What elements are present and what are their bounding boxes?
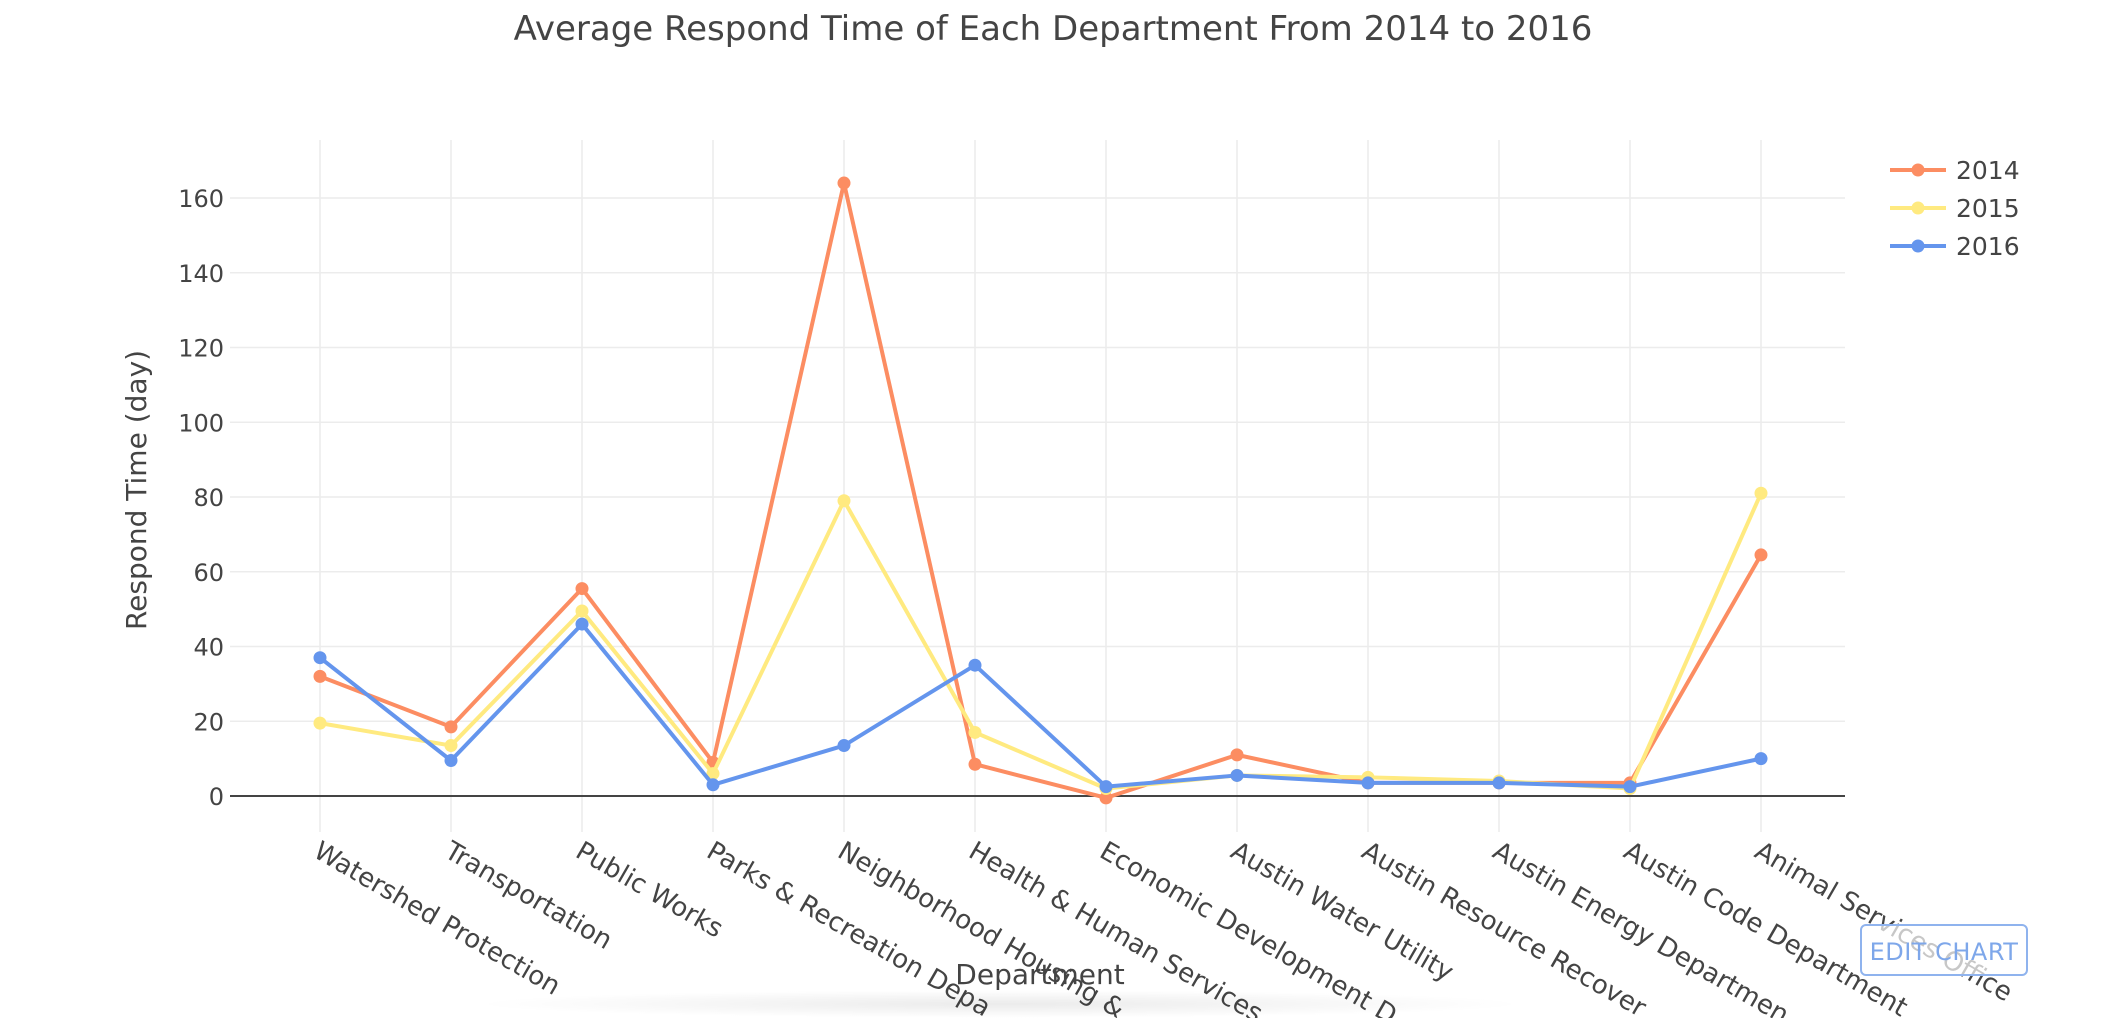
data-point[interactable] — [444, 739, 458, 753]
bottom-shadow — [470, 990, 1530, 1018]
y-tick-label: 120 — [178, 335, 224, 363]
legend-label: 2016 — [1956, 232, 2020, 261]
data-point[interactable] — [575, 604, 589, 618]
series-line — [319, 181, 1763, 800]
y-tick-label: 60 — [193, 559, 224, 587]
data-point[interactable] — [1754, 486, 1768, 500]
y-tick-label: 0 — [209, 783, 224, 811]
data-point[interactable] — [1230, 748, 1244, 762]
y-axis-label: Respond Time (day) — [120, 350, 153, 630]
legend-item-2016[interactable]: 2016 — [1890, 232, 2020, 261]
legend-item-2015[interactable]: 2015 — [1890, 194, 2020, 223]
data-point[interactable] — [313, 651, 327, 665]
data-point[interactable] — [444, 720, 458, 734]
data-point[interactable] — [1623, 780, 1637, 794]
legend-item-2014[interactable]: 2014 — [1890, 156, 2020, 185]
data-point[interactable] — [1099, 791, 1113, 805]
y-tick-label: 160 — [178, 185, 224, 213]
data-point[interactable] — [968, 658, 982, 672]
data-point[interactable] — [313, 716, 327, 730]
chart-title: Average Respond Time of Each Department … — [514, 9, 1593, 49]
y-axis-ticks: 0 20 40 60 80 100 120 140 160 — [178, 185, 224, 811]
legend-swatch-marker — [1911, 239, 1925, 253]
grid-lines — [230, 140, 1845, 832]
legend-swatch-marker — [1911, 201, 1925, 215]
data-point[interactable] — [837, 739, 851, 753]
data-point[interactable] — [1099, 780, 1113, 794]
series-2016 — [313, 617, 1768, 794]
data-point[interactable] — [575, 582, 589, 596]
data-point[interactable] — [968, 725, 982, 739]
y-tick-label: 20 — [193, 708, 224, 736]
data-point[interactable] — [1361, 776, 1375, 790]
y-tick-label: 40 — [193, 634, 224, 662]
legend-swatch-marker — [1911, 163, 1925, 177]
legend[interactable]: 2014 2015 2016 — [1890, 156, 2020, 261]
series-line — [319, 492, 1763, 791]
series-group — [313, 176, 1768, 805]
data-point[interactable] — [968, 757, 982, 771]
data-point[interactable] — [706, 767, 720, 781]
x-axis-label: Department — [955, 958, 1124, 991]
y-tick-label: 140 — [178, 260, 224, 288]
x-tick-label: Watershed Protection — [309, 836, 566, 1002]
data-point[interactable] — [837, 176, 851, 190]
data-point[interactable] — [1230, 768, 1244, 782]
data-point[interactable] — [313, 669, 327, 683]
data-point[interactable] — [1754, 548, 1768, 562]
x-tick-label: Austin Water Utility — [1226, 836, 1459, 988]
series-line — [318, 622, 1762, 789]
legend-label: 2014 — [1956, 156, 2020, 185]
data-point[interactable] — [575, 617, 589, 631]
data-point[interactable] — [837, 494, 851, 508]
y-tick-label: 100 — [178, 409, 224, 437]
data-point[interactable] — [706, 778, 720, 792]
data-point[interactable] — [1754, 752, 1768, 766]
y-tick-label: 80 — [193, 484, 224, 512]
data-point[interactable] — [444, 753, 458, 767]
legend-label: 2015 — [1956, 194, 2020, 223]
data-point[interactable] — [1492, 776, 1506, 790]
edit-chart-button[interactable]: EDIT CHART — [1860, 924, 2028, 976]
series-2014 — [313, 176, 1768, 805]
